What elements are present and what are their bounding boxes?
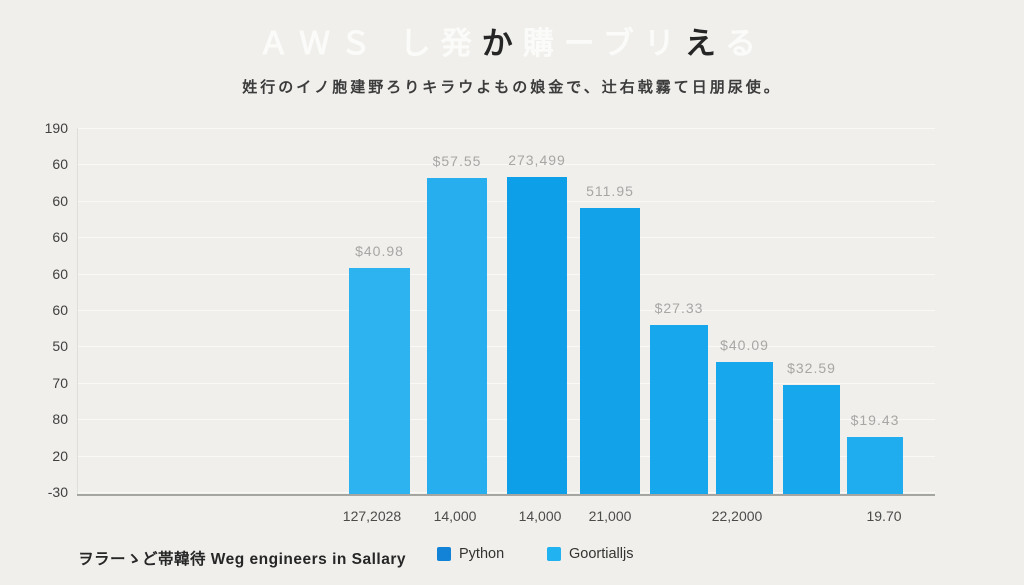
bar bbox=[349, 268, 410, 495]
y-tick-label: 190 bbox=[44, 120, 68, 136]
chart-title-part: え bbox=[684, 26, 725, 61]
y-tick-label: 60 bbox=[52, 156, 68, 173]
y-tick-label: 60 bbox=[52, 265, 68, 282]
chart-subtitle: 姓行のイノ胞建野ろりキラウよもの娘金で、辻右戟霧て日朋尿使。 bbox=[242, 79, 782, 96]
x-tick-label: 14,000 bbox=[518, 508, 562, 524]
gridline bbox=[77, 164, 935, 166]
gridline bbox=[77, 346, 935, 348]
legend-swatch bbox=[547, 547, 561, 561]
bar bbox=[427, 178, 487, 495]
y-tick-label: 60 bbox=[52, 192, 68, 209]
bar-value-label: $27.33 bbox=[654, 300, 704, 316]
bar bbox=[783, 385, 840, 495]
legend-item: Goortialljs bbox=[547, 546, 633, 562]
gridline bbox=[77, 237, 935, 239]
x-tick-label: 22,2000 bbox=[711, 508, 763, 524]
bar-value-label: $32.59 bbox=[787, 360, 836, 376]
bar-value-label: $40.98 bbox=[355, 243, 404, 259]
chart-title-part: ＡＷＳ し発 bbox=[258, 26, 482, 61]
chart-caption: ヲラーゝど帯韓待 Weg engineers in Sallary bbox=[78, 551, 407, 568]
bar bbox=[580, 208, 640, 495]
x-tick-label: 127,2028 bbox=[342, 508, 402, 524]
legend-label: Python bbox=[459, 546, 505, 562]
gridline bbox=[77, 310, 935, 311]
x-tick-label: 14,000 bbox=[433, 508, 477, 524]
bar-value-label: 511.95 bbox=[586, 183, 634, 199]
x-tick-label: 21,000 bbox=[588, 508, 632, 524]
bar-value-label: $19.43 bbox=[850, 412, 900, 428]
bar-value-label: $40.09 bbox=[720, 337, 769, 353]
chart-title-part: か bbox=[481, 26, 523, 61]
bar-value-label: 273,499 bbox=[508, 152, 566, 168]
bar bbox=[847, 437, 903, 495]
chart-title: ＡＷＳ し発か購ーブリえる bbox=[0, 18, 1024, 63]
gridline bbox=[77, 273, 935, 275]
gridline bbox=[77, 382, 935, 384]
bar bbox=[507, 177, 567, 495]
bar bbox=[650, 325, 708, 495]
y-axis-line bbox=[77, 128, 78, 495]
chart-title-part: 購ーブリ bbox=[522, 26, 685, 61]
y-tick-label: 80 bbox=[52, 411, 68, 428]
y-tick-label: 50 bbox=[52, 338, 68, 355]
x-tick-label: 19.70 bbox=[866, 508, 902, 524]
legend-swatch bbox=[437, 547, 451, 561]
bar bbox=[716, 362, 773, 495]
gridline bbox=[77, 455, 935, 457]
chart-title-part: る bbox=[724, 26, 766, 61]
bar-value-label: $57.55 bbox=[432, 153, 482, 169]
gridline bbox=[77, 492, 935, 493]
gridline bbox=[77, 419, 935, 421]
legend-item: Python bbox=[437, 546, 504, 562]
x-axis-line bbox=[77, 494, 935, 496]
gridline bbox=[77, 200, 935, 202]
y-tick-label: 60 bbox=[52, 302, 68, 318]
legend-label: Goortialljs bbox=[569, 546, 634, 562]
legend: Python Goortialljs bbox=[0, 546, 1024, 566]
y-tick-label: 60 bbox=[52, 229, 68, 246]
y-tick-label: 20 bbox=[52, 447, 68, 464]
gridline bbox=[77, 128, 935, 129]
y-tick-label: -30 bbox=[47, 484, 68, 500]
y-tick-label: 70 bbox=[52, 374, 68, 391]
